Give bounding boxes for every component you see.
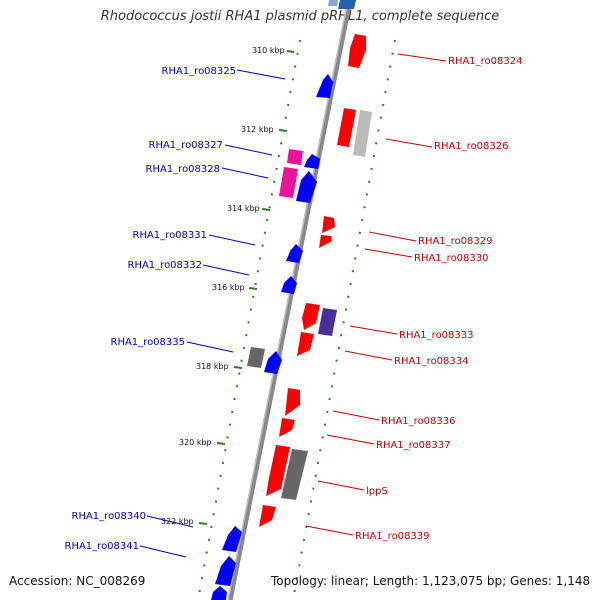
gene-glyph-ro08329[interactable] (322, 216, 335, 233)
leader-ro08326 (385, 138, 433, 148)
sequence-title: Rhodococcus jostii RHA1 plasmid pRHL1, c… (100, 9, 500, 24)
gene-label-ro08325[interactable]: RHA1_ro08325 (162, 66, 237, 77)
tick-316: 316 kbp (212, 283, 258, 292)
gene-label-ro08334[interactable]: RHA1_ro08334 (394, 356, 469, 367)
tick-314: 314 kbp (227, 204, 271, 213)
leader-ro08332 (202, 264, 250, 276)
gene-glyph-ro08341[interactable] (211, 556, 236, 600)
gene-label-ro08335[interactable]: RHA1_ro08335 (111, 337, 186, 348)
sequence-backbone-shadow (227, 0, 349, 600)
gene-label-ro08340[interactable]: RHA1_ro08340 (72, 511, 147, 522)
tick-322: 322 kbp (161, 517, 208, 526)
tick-label-320: 320 kbp (179, 438, 212, 447)
gene-glyph-ro08331[interactable] (286, 244, 303, 263)
gene-glyph-ro08340[interactable] (222, 526, 242, 552)
gene-label-ro08327[interactable]: RHA1_ro08327 (149, 140, 224, 151)
tick-label-322: 322 kbp (161, 517, 194, 526)
leader-ro08329 (368, 231, 417, 242)
gene-glyph-ro08335[interactable] (247, 347, 282, 374)
tick-label-312: 312 kbp (241, 125, 274, 134)
leader-ro08330 (364, 248, 413, 258)
leader-lppS (317, 480, 365, 491)
gene-glyph-ro08336[interactable] (285, 388, 300, 416)
leader-ro08341 (139, 545, 187, 558)
leader-ro08335 (186, 341, 234, 353)
gene-label-ro08332[interactable]: RHA1_ro08332 (128, 260, 203, 271)
gene-glyph-ro08339[interactable] (259, 505, 276, 527)
gene-label-ro08333[interactable]: RHA1_ro08333 (399, 330, 474, 341)
gene-glyph-top-blue[interactable] (328, 0, 356, 9)
gene-glyph-ro08330[interactable] (319, 235, 332, 248)
gene-glyph-ro08328[interactable] (279, 167, 317, 203)
gene-label-ro08341[interactable]: RHA1_ro08341 (65, 541, 140, 552)
gene-glyph-ro08326[interactable] (337, 108, 372, 157)
leader-ro08334 (344, 350, 393, 361)
leader-ro08328 (221, 167, 269, 179)
gene-label-ro08337[interactable]: RHA1_ro08337 (376, 440, 451, 451)
gene-label-ro08324[interactable]: RHA1_ro08324 (448, 56, 523, 67)
gene-label-ro08339[interactable]: RHA1_ro08339 (355, 531, 430, 542)
gene-glyph-ro08332[interactable] (281, 276, 297, 294)
leader-ro08340 (146, 515, 194, 528)
gene-label-lppS[interactable]: lppS (366, 486, 388, 497)
gene-glyph-ro08334[interactable] (297, 332, 314, 356)
gene-label-ro08336[interactable]: RHA1_ro08336 (381, 416, 456, 427)
gene-glyph-ro08337[interactable] (279, 418, 295, 437)
tick-318: 318 kbp (196, 362, 243, 371)
leader-ro08339 (305, 525, 354, 536)
tick-label-318: 318 kbp (196, 362, 229, 371)
tick-label-316: 316 kbp (212, 283, 245, 292)
accession-text: Accession: NC_008269 (9, 574, 146, 588)
tick-label-314: 314 kbp (227, 204, 260, 213)
gene-label-ro08328[interactable]: RHA1_ro08328 (146, 164, 221, 175)
gene-glyph-ro08324[interactable] (348, 34, 366, 68)
gene-label-ro08329[interactable]: RHA1_ro08329 (418, 236, 493, 247)
leader-ro08333 (349, 325, 398, 335)
gene-label-ro08331[interactable]: RHA1_ro08331 (133, 230, 208, 241)
gene-label-ro08326[interactable]: RHA1_ro08326 (434, 141, 509, 152)
leader-ro08336 (332, 410, 380, 421)
tick-label-310: 310 kbp (252, 46, 285, 55)
tick-320: 320 kbp (179, 438, 226, 447)
gene-glyph-ro08327[interactable] (287, 149, 320, 169)
gene-glyph-lppS[interactable] (266, 445, 308, 500)
leader-ro08331 (208, 234, 256, 246)
leader-ro08337 (326, 434, 375, 445)
sequence-backbone (227, 0, 353, 600)
gene-glyph-ro08325[interactable] (316, 74, 333, 98)
topology-text: Topology: linear; Length: 1,123,075 bp; … (271, 574, 591, 588)
gene-glyph-ro08333[interactable] (302, 303, 337, 336)
tick-310: 310 kbp (252, 46, 295, 55)
tick-312: 312 kbp (241, 125, 288, 134)
leader-ro08324 (397, 53, 447, 62)
leader-ro08327 (224, 144, 273, 156)
gene-label-ro08330[interactable]: RHA1_ro08330 (414, 253, 489, 264)
leader-ro08325 (236, 69, 286, 80)
